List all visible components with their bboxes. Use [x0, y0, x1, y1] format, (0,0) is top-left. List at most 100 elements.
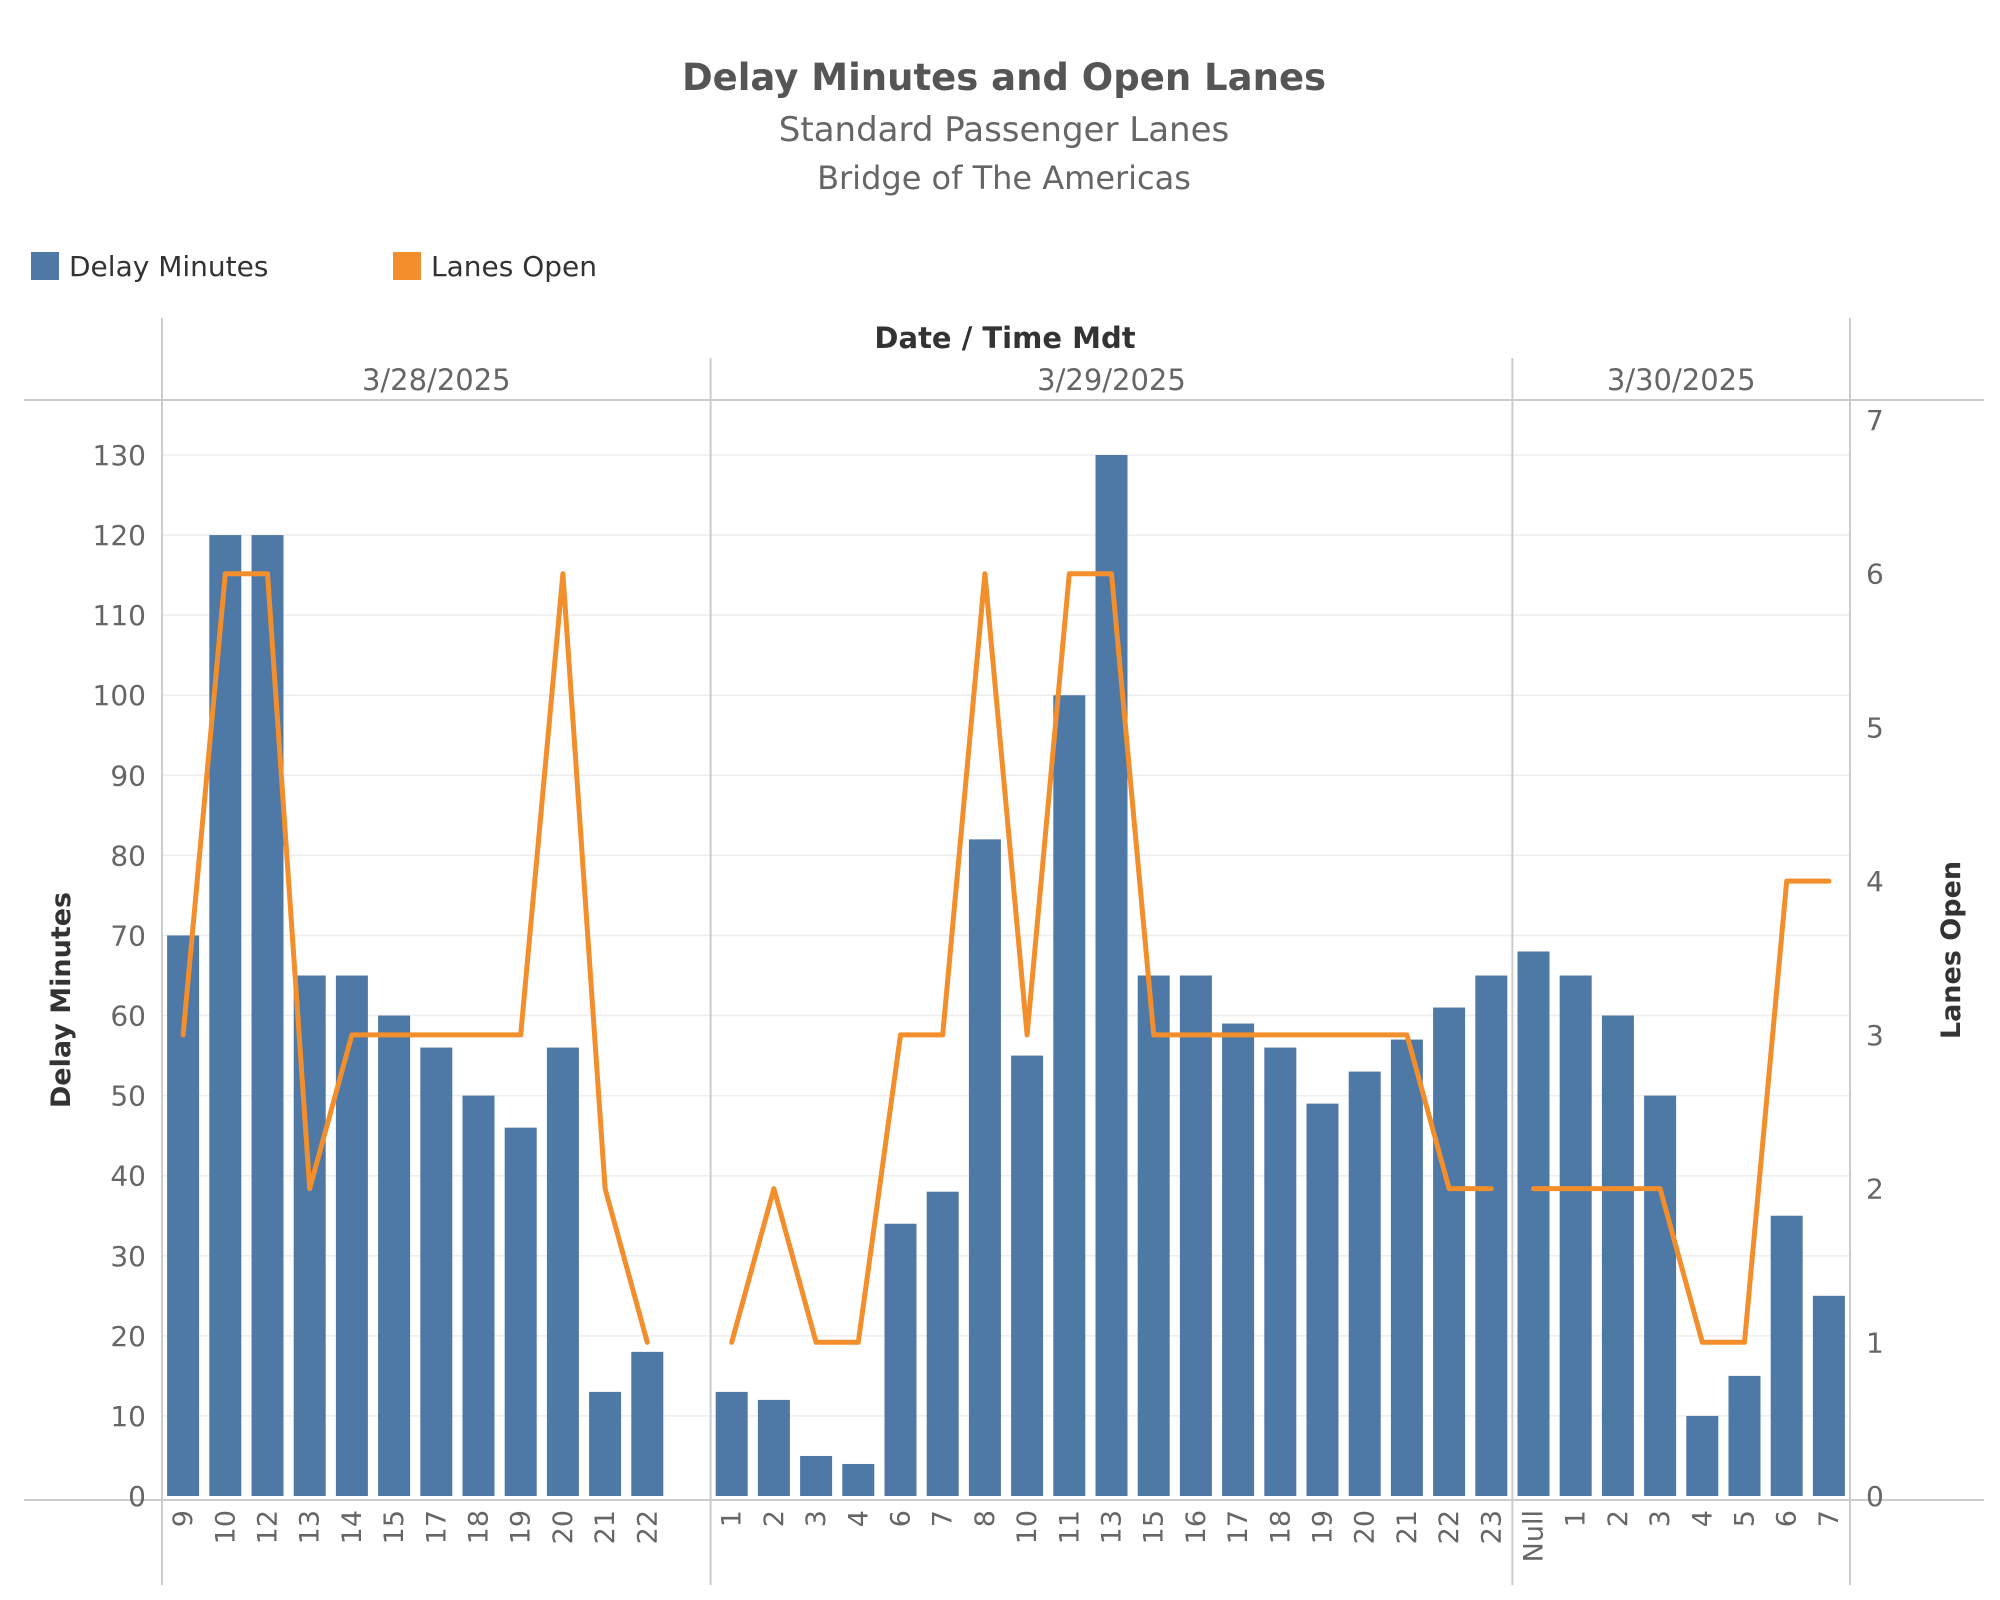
y-left-tick-label: 30: [110, 1240, 146, 1273]
x-tick-label: 15: [1139, 1510, 1170, 1544]
date-header-label: 3/28/2025: [362, 363, 511, 397]
y-right-tick-label: 2: [1866, 1173, 1884, 1206]
y-left-tick-label: 100: [93, 679, 146, 712]
x-tick-label: 6: [1772, 1510, 1803, 1527]
x-axis-ticks: 9 10 12 13 14 15 17 18 19 20 21 22 1 2 3 4 6 7 8 10 11 13 15 16…: [168, 1510, 1845, 1562]
bar-delay-minutes: [462, 1095, 495, 1496]
x-tick-label: 1: [717, 1510, 748, 1527]
bar-delay-minutes: [631, 1351, 664, 1496]
bar-delay-minutes: [968, 839, 1001, 1496]
y-right-tick-label: 4: [1866, 865, 1884, 898]
bar-delay-minutes: [1011, 1055, 1044, 1496]
bar-delay-minutes: [1390, 1039, 1423, 1496]
bar-delay-minutes: [1306, 1103, 1339, 1496]
y-axis-left-label: Delay Minutes: [46, 892, 77, 1108]
x-tick-label: 1: [1561, 1510, 1592, 1527]
y-right-tick-label: 7: [1866, 404, 1884, 437]
x-tick-label: 12: [253, 1510, 284, 1544]
bar-delay-minutes: [546, 1047, 579, 1496]
x-tick-label: 13: [1097, 1510, 1128, 1544]
legend-swatch-delay-minutes: [31, 252, 59, 280]
date-header-label: 3/29/2025: [1037, 363, 1186, 397]
x-tick-label: 9: [168, 1510, 199, 1527]
x-tick-label: 19: [506, 1510, 537, 1544]
bar-delay-minutes: [1686, 1415, 1719, 1496]
bar-delay-minutes: [1433, 1007, 1466, 1496]
bar-delay-minutes: [1644, 1095, 1677, 1496]
bar-delay-minutes: [842, 1463, 875, 1496]
bar-delay-minutes: [1559, 975, 1592, 1496]
bar-delay-minutes: [589, 1391, 622, 1496]
bar-delay-minutes: [420, 1047, 453, 1496]
legend-label-delay-minutes: Delay Minutes: [69, 250, 268, 283]
x-tick-label: 16: [1181, 1510, 1212, 1544]
bar-delay-minutes: [1179, 975, 1212, 1496]
bar-delay-minutes: [1348, 1071, 1381, 1496]
bar-delay-minutes: [504, 1127, 537, 1496]
x-tick-label: 8: [970, 1510, 1001, 1527]
y-left-tick-label: 50: [110, 1080, 146, 1113]
x-tick-label: 10: [1012, 1510, 1043, 1544]
x-tick-label: 2: [759, 1510, 790, 1527]
bars-delay-minutes: [167, 455, 1845, 1496]
y-right-tick-label: 3: [1866, 1019, 1884, 1052]
chart-subtitle: Standard Passenger Lanes: [779, 110, 1229, 150]
y-left-tick-label: 10: [110, 1400, 146, 1433]
y-left-tick-label: 130: [93, 439, 146, 472]
y-axis-ticks: 0 10 20 30 40 50 60 70 80 90 100 110 120 130 0 1 2 3 4 5 6 7: [93, 404, 1884, 1513]
x-tick-label: 13: [295, 1510, 326, 1544]
x-tick-label: 21: [590, 1510, 621, 1544]
x-tick-label: 3: [801, 1510, 832, 1527]
bar-delay-minutes: [378, 1015, 411, 1496]
x-tick-label: 20: [1350, 1510, 1381, 1544]
gridlines: [162, 454, 1850, 1417]
bar-delay-minutes: [926, 1191, 959, 1496]
x-tick-label: 6: [886, 1510, 917, 1527]
y-right-tick-label: 5: [1866, 711, 1884, 744]
x-tick-label: 2: [1603, 1510, 1634, 1527]
x-tick-label: 14: [337, 1510, 368, 1544]
y-left-tick-label: 0: [128, 1480, 146, 1513]
y-right-tick-label: 6: [1866, 558, 1884, 591]
y-left-tick-label: 90: [110, 759, 146, 792]
x-tick-label: 19: [1308, 1510, 1339, 1544]
bar-delay-minutes: [757, 1399, 790, 1496]
legend: Delay Minutes Lanes Open: [31, 250, 597, 283]
bar-delay-minutes: [1264, 1047, 1297, 1496]
bar-delay-minutes: [884, 1223, 917, 1496]
y-left-tick-label: 40: [110, 1160, 146, 1193]
chart-frame: [24, 318, 1984, 1585]
x-tick-label: 4: [1687, 1510, 1718, 1527]
date-header-label: 3/30/2025: [1607, 363, 1756, 397]
x-tick-label: 15: [379, 1510, 410, 1544]
x-tick-label: 4: [843, 1510, 874, 1527]
x-tick-label: 11: [1054, 1510, 1085, 1544]
bar-delay-minutes: [800, 1455, 833, 1496]
y-left-tick-label: 60: [110, 1000, 146, 1033]
x-tick-label: 22: [632, 1510, 663, 1544]
y-right-tick-label: 1: [1866, 1326, 1884, 1359]
bar-delay-minutes: [1770, 1215, 1803, 1496]
bar-delay-minutes: [335, 975, 368, 1496]
legend-label-lanes-open: Lanes Open: [431, 250, 597, 283]
date-headers: 3/28/2025 3/29/2025 3/30/2025: [362, 363, 1756, 397]
bar-delay-minutes: [1053, 695, 1086, 1496]
lines-lanes-open: [180, 571, 1832, 1345]
line-lanes-open: [180, 571, 650, 1345]
bar-delay-minutes: [1728, 1375, 1761, 1496]
bar-delay-minutes: [1137, 975, 1170, 1496]
bar-delay-minutes: [1601, 1015, 1634, 1496]
x-tick-label: 22: [1434, 1510, 1465, 1544]
x-tick-label: 17: [1223, 1510, 1254, 1544]
y-right-tick-label: 0: [1866, 1480, 1884, 1513]
y-left-tick-label: 110: [93, 599, 146, 632]
bar-delay-minutes: [1095, 455, 1128, 1496]
bar-delay-minutes: [1222, 1023, 1255, 1496]
y-left-tick-label: 120: [93, 519, 146, 552]
line-lanes-open: [729, 571, 1494, 1345]
line-lanes-open: [1531, 878, 1832, 1345]
x-tick-label: Null: [1519, 1510, 1550, 1562]
x-tick-label: 7: [928, 1510, 959, 1527]
